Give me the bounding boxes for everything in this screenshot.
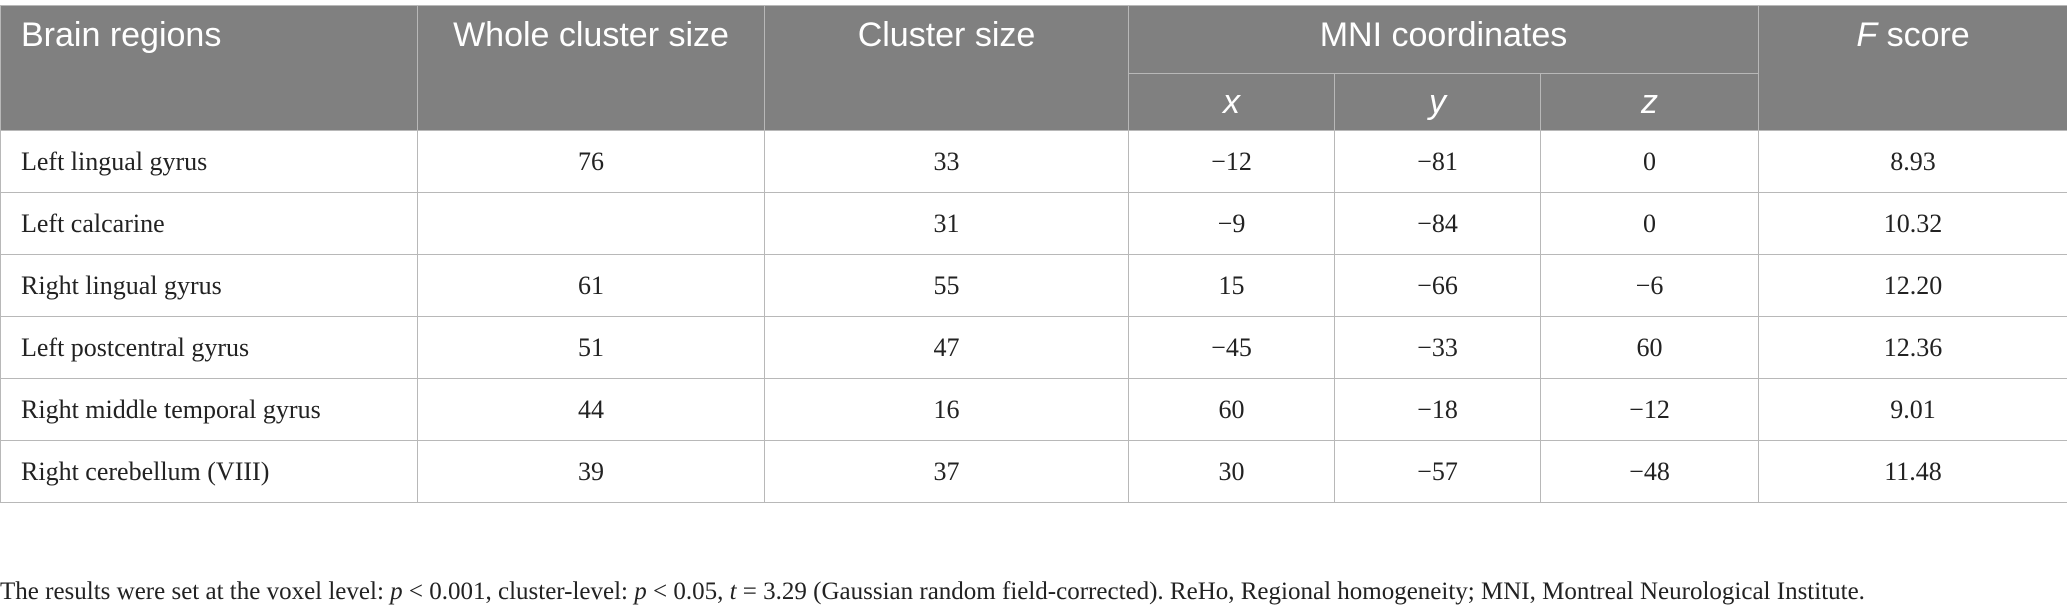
value-cell: 10.32 — [1758, 192, 2067, 255]
header-cell: MNI coordinates — [1127, 5, 1760, 74]
value-cell: 33 — [764, 130, 1129, 193]
region-cell: Left lingual gyrus — [0, 130, 418, 193]
value-cell: 60 — [1128, 378, 1335, 441]
value-cell: −6 — [1539, 254, 1760, 317]
value-cell: 0 — [1539, 192, 1760, 255]
value-cell: −81 — [1334, 130, 1541, 193]
region-cell: Right lingual gyrus — [0, 254, 418, 317]
table-body: Left lingual gyrus 76 33 −12 −81 0 8.93 Left ca… — [0, 130, 2067, 503]
value-cell: 47 — [764, 316, 1129, 379]
value-cell: 0 — [1539, 130, 1760, 193]
header-cell: F score — [1758, 5, 2067, 131]
header-text: score — [1877, 16, 1970, 54]
table-row: Right cerebellum (VIII) 39 37 30 −57 −48 11.48 — [0, 440, 2067, 503]
header-cell: Cluster size — [764, 5, 1129, 131]
header-italic: F — [1856, 16, 1878, 54]
footnote-italic: p — [634, 578, 647, 605]
table-row: Left calcarine 31 −9 −84 0 10.32 — [0, 192, 2067, 255]
value-cell: −18 — [1334, 378, 1541, 441]
value-cell: 12.20 — [1758, 254, 2067, 317]
value-cell: −9 — [1128, 192, 1335, 255]
footnote-italic: p — [390, 578, 403, 605]
value-cell: −12 — [1539, 378, 1760, 441]
table-row: Left lingual gyrus 76 33 −12 −81 0 8.93 — [0, 130, 2067, 193]
value-cell: −57 — [1334, 440, 1541, 503]
value-cell: −48 — [1539, 440, 1760, 503]
value-cell: 55 — [764, 254, 1129, 317]
region-cell: Left postcentral gyrus — [0, 316, 418, 379]
value-cell: 60 — [1539, 316, 1760, 379]
value-cell: −45 — [1128, 316, 1335, 379]
region-cell: Right middle temporal gyrus — [0, 378, 418, 441]
header-cell: Brain regions — [0, 5, 418, 131]
header-cell: x — [1128, 73, 1335, 131]
value-cell: −84 — [1334, 192, 1541, 255]
footnote-text: < 0.05, — [646, 578, 730, 605]
value-cell: 44 — [417, 378, 765, 441]
value-cell: 39 — [417, 440, 765, 503]
table-row: Right middle temporal gyrus 44 16 60 −18 −12 9… — [0, 378, 2067, 441]
header-cell: z — [1539, 73, 1760, 131]
value-cell: 37 — [764, 440, 1129, 503]
results-table: Brain regions Whole cluster size Cluster… — [0, 5, 2067, 503]
value-cell: −12 — [1128, 130, 1335, 193]
footnote: The results were set at the voxel level:… — [0, 578, 1865, 606]
value-cell: −33 — [1334, 316, 1541, 379]
value-cell: 12.36 — [1758, 316, 2067, 379]
value-cell: 30 — [1128, 440, 1335, 503]
region-cell: Right cerebellum (VIII) — [0, 440, 418, 503]
value-cell: 8.93 — [1758, 130, 2067, 193]
value-cell: 31 — [764, 192, 1129, 255]
footnote-text: The results were set at the voxel level: — [0, 578, 391, 605]
value-cell: 9.01 — [1758, 378, 2067, 441]
value-cell: 51 — [417, 316, 765, 379]
value-cell: −66 — [1334, 254, 1541, 317]
value-cell: 15 — [1128, 254, 1335, 317]
value-cell: 61 — [417, 254, 765, 317]
header-cell: y — [1334, 73, 1541, 131]
footnote-text: = 3.29 (Gaussian random field-corrected)… — [736, 578, 1865, 605]
header-cell: Whole cluster size — [417, 5, 765, 131]
value-cell: 11.48 — [1758, 440, 2067, 503]
region-cell: Left calcarine — [0, 192, 418, 255]
table-row: Left postcentral gyrus 51 47 −45 −33 60 12.36 — [0, 316, 2067, 379]
footnote-italic: t — [729, 578, 737, 605]
value-cell — [417, 192, 765, 255]
value-cell: 16 — [764, 378, 1129, 441]
footnote-text: < 0.001, cluster-level: — [402, 578, 635, 605]
table-row: Right lingual gyrus 61 55 15 −66 −6 12.20 — [0, 254, 2067, 317]
value-cell: 76 — [417, 130, 765, 193]
